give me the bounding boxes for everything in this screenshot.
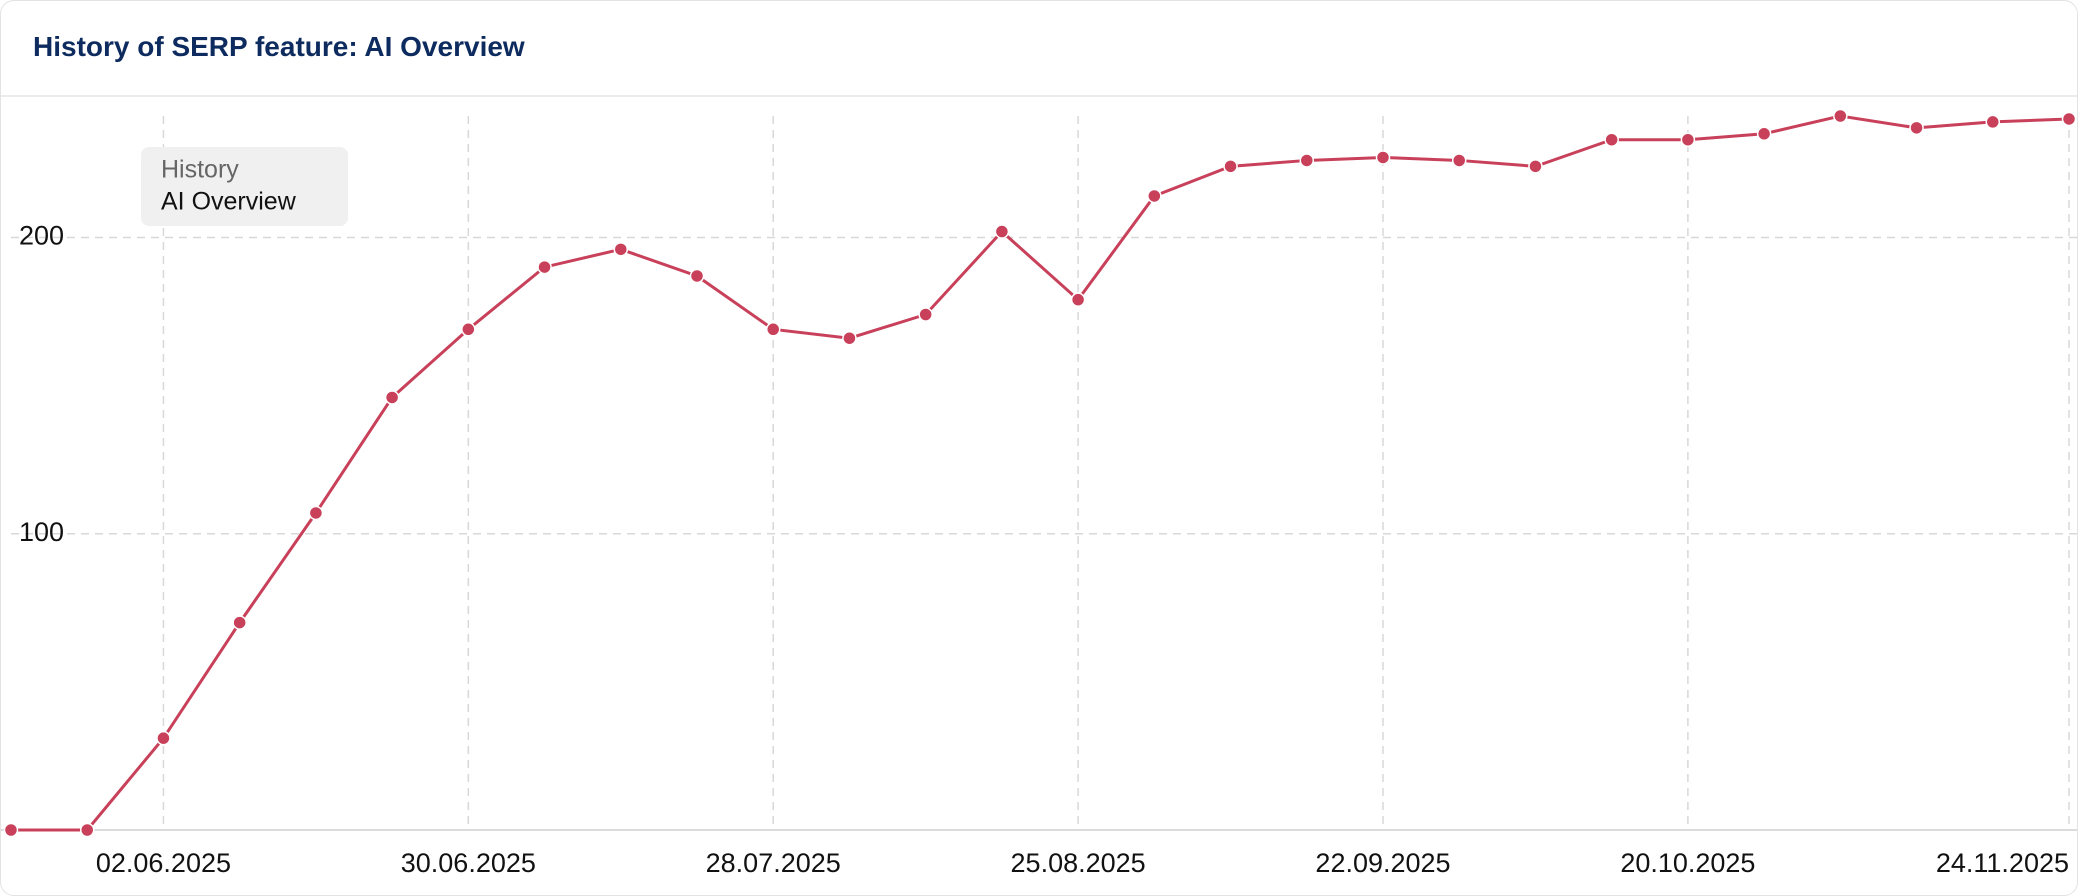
data-point bbox=[1375, 150, 1391, 165]
data-point bbox=[1604, 132, 1619, 147]
data-point bbox=[2061, 111, 2077, 127]
y-tick-label: 100 bbox=[19, 517, 64, 547]
x-tick-label: 24.11.2025 bbox=[1936, 848, 2069, 878]
data-point bbox=[1909, 120, 1924, 136]
data-point bbox=[1985, 114, 2001, 130]
data-point bbox=[1147, 188, 1162, 204]
chart-title: History of SERP feature: AI Overview bbox=[33, 31, 525, 62]
y-tick-label: 200 bbox=[19, 221, 64, 251]
data-point bbox=[461, 322, 476, 337]
legend-box bbox=[141, 147, 348, 226]
data-point bbox=[1223, 159, 1238, 174]
legend: History AI Overview bbox=[141, 147, 348, 226]
data-point bbox=[994, 224, 1010, 239]
series-line bbox=[11, 114, 2070, 832]
data-point bbox=[842, 330, 857, 346]
data-point bbox=[613, 242, 629, 257]
legend-title: History bbox=[161, 156, 239, 184]
data-point bbox=[1756, 126, 1772, 142]
data-point bbox=[1833, 108, 1848, 124]
x-tick-label: 28.07.2025 bbox=[706, 848, 841, 878]
data-point bbox=[384, 390, 400, 405]
data-point bbox=[1680, 132, 1696, 147]
data-point bbox=[1070, 292, 1086, 307]
data-point bbox=[79, 822, 95, 838]
x-tick-label: 22.09.2025 bbox=[1315, 848, 1450, 878]
data-point bbox=[3, 822, 19, 838]
x-tick-label: 25.08.2025 bbox=[1011, 848, 1146, 878]
data-point bbox=[537, 259, 552, 275]
legend-entry: AI Overview bbox=[161, 188, 297, 216]
data-point bbox=[1451, 153, 1467, 168]
data-point bbox=[1299, 153, 1315, 168]
card-header: History of SERP feature: AI Overview bbox=[1, 1, 2077, 97]
data-point bbox=[232, 615, 247, 630]
x-tick-label: 30.06.2025 bbox=[401, 848, 536, 878]
data-point bbox=[689, 268, 705, 284]
data-point bbox=[765, 322, 781, 337]
data-point bbox=[308, 505, 324, 521]
x-tick-label: 02.06.2025 bbox=[96, 848, 231, 878]
data-point bbox=[1528, 159, 1543, 174]
data-point bbox=[156, 730, 171, 746]
x-tick-label: 20.10.2025 bbox=[1620, 848, 1755, 878]
data-point bbox=[918, 307, 933, 322]
